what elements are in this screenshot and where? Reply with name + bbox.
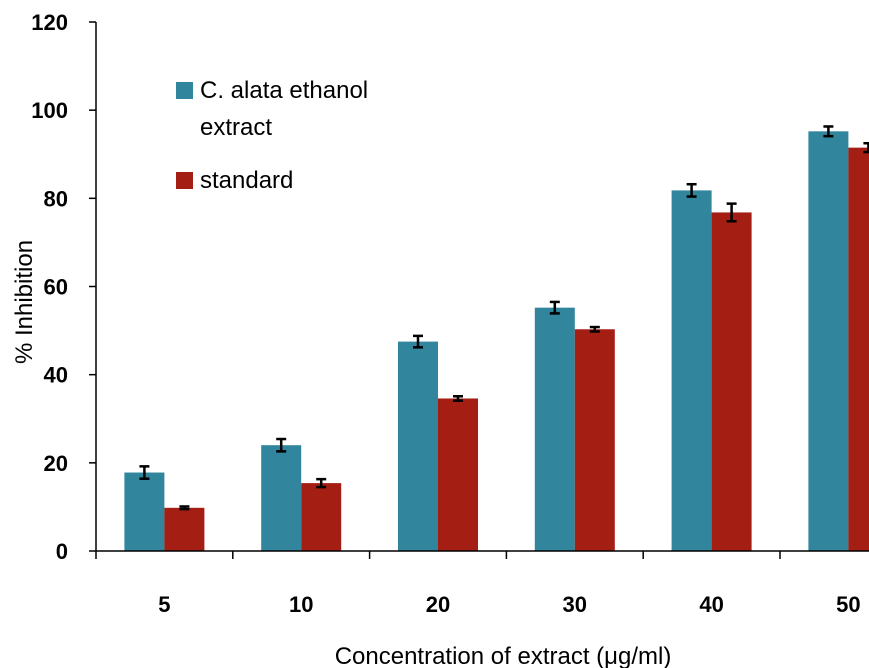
bar-standard-40	[711, 212, 752, 551]
error-bar-standard-5	[179, 505, 190, 511]
legend-label-standard: standard	[200, 167, 293, 194]
x-axis-title: Concentration of extract (μg/ml)	[335, 643, 672, 668]
bars-layer	[124, 131, 869, 552]
error-bar-standard-50	[863, 141, 869, 154]
bar-extract-50	[808, 131, 849, 551]
y-tick-label: 40	[44, 363, 68, 388]
y-tick-label: 100	[31, 98, 68, 123]
bar-standard-10	[301, 483, 342, 551]
error-bar-extract-30	[549, 300, 560, 315]
bar-extract-30	[534, 307, 575, 551]
error-bar-extract-5	[139, 465, 150, 480]
x-tick-label: 30	[563, 592, 587, 617]
y-tick-label: 120	[31, 10, 68, 35]
x-tick-label: 50	[836, 592, 860, 617]
legend: C. alata ethanol extract standard	[176, 77, 368, 194]
error-bar-standard-20	[453, 395, 463, 402]
bar-extract-10	[261, 445, 302, 551]
error-bar-standard-30	[589, 325, 600, 333]
error-bar-extract-10	[276, 437, 287, 453]
bar-extract-40	[671, 190, 712, 552]
y-tick-label: 20	[44, 451, 68, 476]
error-bars-layer	[139, 125, 869, 511]
x-tick-label: 10	[289, 592, 313, 617]
legend-label-extract: extract	[200, 114, 272, 141]
bar-standard-30	[574, 329, 615, 551]
bar-extract-5	[124, 472, 165, 551]
error-bar-extract-40	[686, 182, 697, 198]
legend-swatch-extract	[176, 82, 193, 99]
x-tick-label: 20	[426, 592, 450, 617]
bar-standard-5	[164, 507, 205, 551]
x-tick-label: 40	[699, 592, 723, 617]
bar-standard-20	[438, 398, 478, 551]
y-tick-label: 0	[56, 539, 68, 564]
axes-layer: 0 20 40 60 80 100 120 5 10 20 30 40 50	[31, 10, 869, 617]
error-bar-extract-50	[823, 125, 834, 138]
x-tick-label: 5	[158, 592, 170, 617]
error-bar-extract-20	[413, 334, 423, 349]
legend-label-extract: C. alata ethanol	[200, 77, 368, 104]
y-tick-label: 80	[44, 186, 68, 211]
y-tick-label: 60	[44, 275, 68, 300]
error-bar-standard-10	[316, 477, 327, 489]
bar-standard-50	[848, 147, 869, 551]
error-bar-standard-40	[726, 202, 737, 223]
y-axis-title: % Inhibition	[11, 240, 38, 364]
legend-swatch-standard	[176, 172, 193, 189]
bar-extract-20	[398, 341, 438, 551]
